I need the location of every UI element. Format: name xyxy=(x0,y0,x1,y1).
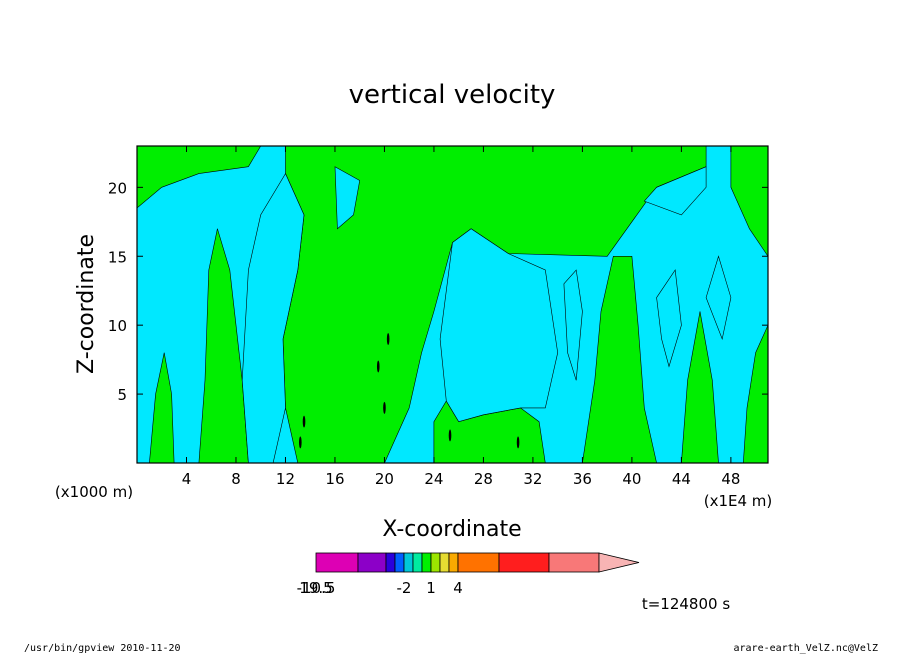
x-tick-label: 20 xyxy=(375,470,394,488)
strong-cell-contour xyxy=(376,360,380,373)
plot-frame xyxy=(136,145,769,464)
footer-right: arare-earth_VelZ.nc@VelZ xyxy=(734,643,879,654)
y-tick-label: 20 xyxy=(108,179,127,197)
strong-cell-contour xyxy=(386,332,390,345)
colorbar-extend-arrow xyxy=(598,552,640,573)
x-tick-label: 8 xyxy=(231,470,241,488)
x-tick-label: 12 xyxy=(276,470,295,488)
x-tick-label: 16 xyxy=(325,470,344,488)
colorbar-segment xyxy=(315,552,359,573)
colorbar-segment xyxy=(403,552,414,573)
colorbar-tick-label: -2 xyxy=(397,579,412,597)
colorbar-segment xyxy=(439,552,450,573)
downdraft-region xyxy=(439,228,559,423)
updraft-region xyxy=(582,255,657,463)
chart-title: vertical velocity xyxy=(349,80,556,110)
downdraft-region xyxy=(334,166,361,230)
x-tick-label: 40 xyxy=(622,470,641,488)
y-tick-label: 15 xyxy=(108,248,127,266)
time-label: t=124800 s xyxy=(642,595,730,613)
plot-area xyxy=(137,146,768,463)
strong-cell-contour xyxy=(383,401,386,414)
downdraft-region xyxy=(241,172,305,463)
x-tick-label: 48 xyxy=(721,470,740,488)
x-tick-label: 28 xyxy=(474,470,493,488)
colorbar: -10.5 -2 1 4 19.5 xyxy=(297,552,640,597)
colorbar-tick-label: 4 xyxy=(453,579,463,597)
x-tick-label: 4 xyxy=(182,470,192,488)
downdraft-region xyxy=(563,269,583,381)
colorbar-segment xyxy=(357,552,387,573)
colorbar-segment xyxy=(430,552,441,573)
x-axis-label: X-coordinate xyxy=(382,517,521,542)
colorbar-segment xyxy=(548,552,600,573)
y-tick-label: 5 xyxy=(117,386,127,404)
colorbar-segment xyxy=(412,552,423,573)
y-tick-label: 10 xyxy=(108,317,127,335)
colorbar-segment xyxy=(498,552,550,573)
strong-cell-contour xyxy=(448,429,452,442)
colorbar-segment xyxy=(394,552,405,573)
strong-cell-contour xyxy=(299,436,302,449)
x-tick-label: 24 xyxy=(424,470,443,488)
updraft-region xyxy=(742,325,768,463)
y-axis-label: Z-coordinate xyxy=(74,234,99,374)
footer-left: /usr/bin/gpview 2010-11-20 xyxy=(24,643,181,654)
x-unit-right: (x1E4 m) xyxy=(704,492,773,510)
downdraft-region xyxy=(656,269,682,368)
downdraft-region xyxy=(705,255,732,341)
colorbar-tick-label: 19.5 xyxy=(299,579,332,597)
colorbar-segment xyxy=(385,552,396,573)
downdraft-region xyxy=(643,166,707,216)
x-axis: 4 8 12 16 20 24 28 32 36 40 44 48 xyxy=(182,146,740,488)
colorbar-segment xyxy=(421,552,432,573)
updraft-region xyxy=(730,146,768,257)
updraft-regions xyxy=(137,146,768,463)
colorbar-tick-label: -10.5 xyxy=(297,579,336,597)
x-tick-label: 44 xyxy=(672,470,691,488)
colorbar-segment xyxy=(457,552,500,573)
updraft-region xyxy=(137,146,262,209)
x-tick-label: 36 xyxy=(573,470,592,488)
strong-cell-contour xyxy=(302,415,306,428)
x-tick-label: 32 xyxy=(523,470,542,488)
x-unit-left: (x1000 m) xyxy=(55,483,133,501)
y-axis: 5 10 15 20 xyxy=(108,179,768,404)
strong-cell-contour xyxy=(516,436,520,449)
colorbar-tick-label: 1 xyxy=(426,579,436,597)
colorbar-segment xyxy=(448,552,459,573)
updraft-region xyxy=(149,352,175,463)
updraft-region xyxy=(681,311,719,463)
